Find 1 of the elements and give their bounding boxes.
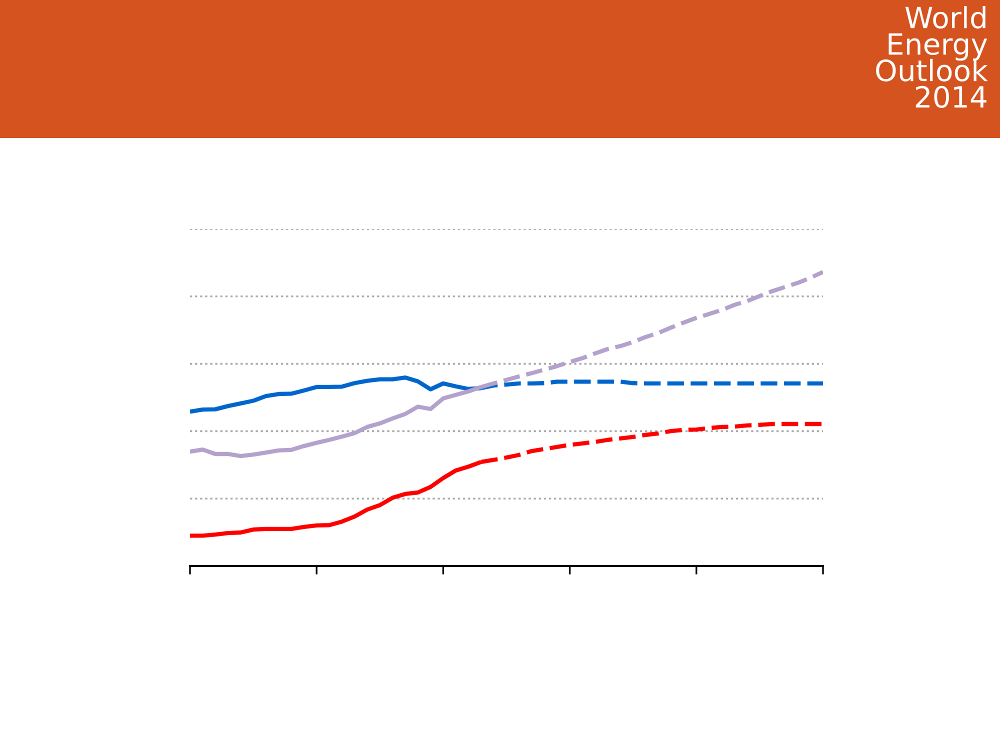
text: World Energy Outlook 2014 [876, 6, 988, 108]
